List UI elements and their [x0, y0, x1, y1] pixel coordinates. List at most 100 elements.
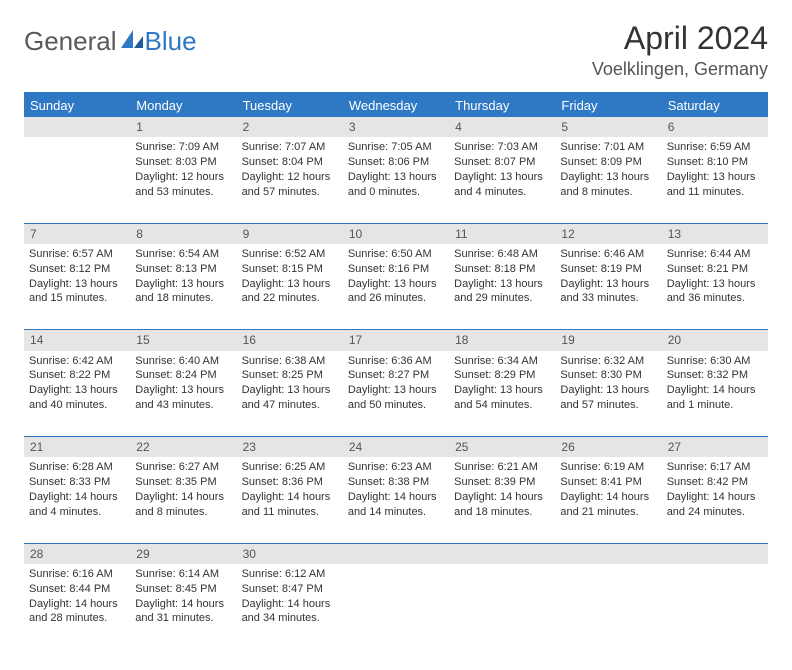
day-sunset: Sunset: 8:36 PM — [242, 475, 338, 490]
day-number-cell: 18 — [449, 330, 555, 351]
day-sunset: Sunset: 8:45 PM — [135, 582, 231, 597]
location-subtitle: Voelklingen, Germany — [592, 59, 768, 80]
day-daylight1: Daylight: 12 hours — [242, 170, 338, 185]
day-sunset: Sunset: 8:19 PM — [560, 262, 656, 277]
day-sunrise: Sunrise: 6:36 AM — [348, 354, 444, 369]
day-daylight1: Daylight: 13 hours — [667, 170, 763, 185]
day-sunrise: Sunrise: 6:38 AM — [242, 354, 338, 369]
day-sunrise: Sunrise: 6:44 AM — [667, 247, 763, 262]
day-sunset: Sunset: 8:12 PM — [29, 262, 125, 277]
weekday-header: Thursday — [449, 93, 555, 117]
day-cell: Sunrise: 6:36 AMSunset: 8:27 PMDaylight:… — [343, 351, 449, 437]
day-cell: Sunrise: 6:19 AMSunset: 8:41 PMDaylight:… — [555, 457, 661, 543]
day-sunrise: Sunrise: 6:42 AM — [29, 354, 125, 369]
day-daylight1: Daylight: 13 hours — [29, 383, 125, 398]
day-daylight1: Daylight: 14 hours — [560, 490, 656, 505]
day-number-cell: 3 — [343, 117, 449, 137]
day-number-row: 123456 — [24, 117, 768, 137]
day-cell: Sunrise: 6:52 AMSunset: 8:15 PMDaylight:… — [237, 244, 343, 330]
day-sunset: Sunset: 8:03 PM — [135, 155, 231, 170]
day-daylight2: and 50 minutes. — [348, 398, 444, 413]
day-cell: Sunrise: 6:16 AMSunset: 8:44 PMDaylight:… — [24, 564, 130, 650]
day-sunset: Sunset: 8:41 PM — [560, 475, 656, 490]
day-sunrise: Sunrise: 6:50 AM — [348, 247, 444, 262]
day-sunrise: Sunrise: 6:17 AM — [667, 460, 763, 475]
day-daylight2: and 11 minutes. — [667, 185, 763, 200]
day-cell: Sunrise: 7:03 AMSunset: 8:07 PMDaylight:… — [449, 137, 555, 223]
day-daylight1: Daylight: 13 hours — [454, 383, 550, 398]
day-number-cell: 26 — [555, 437, 661, 458]
day-sunset: Sunset: 8:30 PM — [560, 368, 656, 383]
day-daylight2: and 33 minutes. — [560, 291, 656, 306]
day-number-cell: 5 — [555, 117, 661, 137]
day-sunset: Sunset: 8:44 PM — [29, 582, 125, 597]
day-number-row: 78910111213 — [24, 223, 768, 244]
day-number-cell: 12 — [555, 223, 661, 244]
day-sunrise: Sunrise: 7:09 AM — [135, 140, 231, 155]
day-cell — [555, 564, 661, 650]
day-daylight1: Daylight: 14 hours — [135, 597, 231, 612]
logo-text-general: General — [24, 26, 117, 57]
day-cell: Sunrise: 6:17 AMSunset: 8:42 PMDaylight:… — [662, 457, 768, 543]
day-daylight1: Daylight: 14 hours — [667, 490, 763, 505]
day-number-cell — [343, 543, 449, 564]
day-cell: Sunrise: 6:42 AMSunset: 8:22 PMDaylight:… — [24, 351, 130, 437]
day-daylight1: Daylight: 14 hours — [348, 490, 444, 505]
calendar-body: 123456Sunrise: 7:09 AMSunset: 8:03 PMDay… — [24, 117, 768, 650]
day-daylight2: and 36 minutes. — [667, 291, 763, 306]
day-cell: Sunrise: 6:23 AMSunset: 8:38 PMDaylight:… — [343, 457, 449, 543]
day-number-cell: 1 — [130, 117, 236, 137]
day-daylight2: and 43 minutes. — [135, 398, 231, 413]
day-sunrise: Sunrise: 6:25 AM — [242, 460, 338, 475]
day-number-cell: 28 — [24, 543, 130, 564]
calendar-page: General Blue April 2024 Voelklingen, Ger… — [0, 0, 792, 670]
day-cell: Sunrise: 6:32 AMSunset: 8:30 PMDaylight:… — [555, 351, 661, 437]
day-sunrise: Sunrise: 7:05 AM — [348, 140, 444, 155]
day-daylight2: and 28 minutes. — [29, 611, 125, 626]
day-number-cell — [449, 543, 555, 564]
day-daylight1: Daylight: 12 hours — [135, 170, 231, 185]
day-sunset: Sunset: 8:21 PM — [667, 262, 763, 277]
day-number-cell: 30 — [237, 543, 343, 564]
day-sunrise: Sunrise: 7:01 AM — [560, 140, 656, 155]
day-daylight2: and 14 minutes. — [348, 505, 444, 520]
day-number-cell: 2 — [237, 117, 343, 137]
day-sunset: Sunset: 8:09 PM — [560, 155, 656, 170]
day-daylight1: Daylight: 13 hours — [454, 277, 550, 292]
day-sunrise: Sunrise: 6:57 AM — [29, 247, 125, 262]
day-daylight2: and 40 minutes. — [29, 398, 125, 413]
day-cell: Sunrise: 6:46 AMSunset: 8:19 PMDaylight:… — [555, 244, 661, 330]
day-daylight1: Daylight: 13 hours — [135, 277, 231, 292]
day-cell: Sunrise: 6:14 AMSunset: 8:45 PMDaylight:… — [130, 564, 236, 650]
day-number-row: 282930 — [24, 543, 768, 564]
day-number-cell: 7 — [24, 223, 130, 244]
day-daylight1: Daylight: 13 hours — [348, 383, 444, 398]
day-sunrise: Sunrise: 6:52 AM — [242, 247, 338, 262]
day-sunrise: Sunrise: 7:03 AM — [454, 140, 550, 155]
weekday-header: Saturday — [662, 93, 768, 117]
day-daylight1: Daylight: 13 hours — [348, 170, 444, 185]
day-cell — [662, 564, 768, 650]
day-daylight1: Daylight: 14 hours — [29, 490, 125, 505]
weekday-header: Tuesday — [237, 93, 343, 117]
day-number-cell — [555, 543, 661, 564]
day-number-cell — [662, 543, 768, 564]
day-daylight2: and 21 minutes. — [560, 505, 656, 520]
day-number-cell: 20 — [662, 330, 768, 351]
day-sunrise: Sunrise: 6:14 AM — [135, 567, 231, 582]
day-daylight1: Daylight: 14 hours — [667, 383, 763, 398]
day-daylight2: and 18 minutes. — [135, 291, 231, 306]
day-daylight1: Daylight: 13 hours — [135, 383, 231, 398]
day-cell: Sunrise: 6:38 AMSunset: 8:25 PMDaylight:… — [237, 351, 343, 437]
day-daylight1: Daylight: 13 hours — [29, 277, 125, 292]
day-number-cell: 15 — [130, 330, 236, 351]
day-sunrise: Sunrise: 6:21 AM — [454, 460, 550, 475]
day-content-row: Sunrise: 6:57 AMSunset: 8:12 PMDaylight:… — [24, 244, 768, 330]
day-daylight2: and 22 minutes. — [242, 291, 338, 306]
day-daylight2: and 31 minutes. — [135, 611, 231, 626]
day-number-cell: 27 — [662, 437, 768, 458]
day-number-cell: 10 — [343, 223, 449, 244]
day-sunrise: Sunrise: 6:32 AM — [560, 354, 656, 369]
day-sunrise: Sunrise: 6:27 AM — [135, 460, 231, 475]
day-number-cell: 13 — [662, 223, 768, 244]
